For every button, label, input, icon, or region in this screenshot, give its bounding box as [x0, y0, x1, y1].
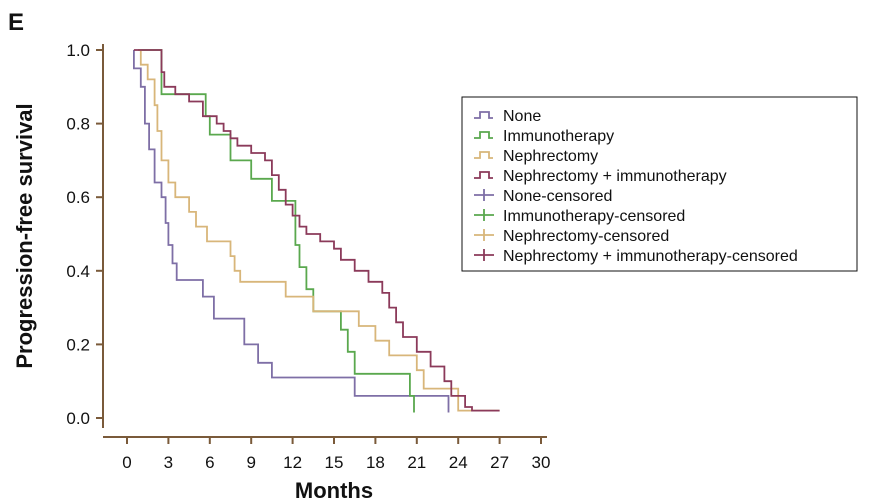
- y-tick-label: 0.8: [66, 115, 90, 134]
- y-tick-label: 1.0: [66, 41, 90, 60]
- legend-item: Nephrectomy-censored: [474, 228, 669, 245]
- panel-label: E: [8, 9, 24, 36]
- y-axis-label: Progression-free survival: [12, 103, 37, 368]
- legend: None Immunotherapy Nephrectomy Nephrectomy …: [461, 96, 858, 272]
- x-tick-label: 12: [283, 453, 302, 472]
- legend-swatch-step: [474, 131, 493, 139]
- x-axis-ticks: 0 3 6 9 12 15 18 21 24 27 30: [122, 437, 550, 472]
- x-tick-label: 24: [449, 453, 468, 472]
- legend-swatch-step: [474, 111, 493, 119]
- legend-swatch-plus: [474, 189, 494, 201]
- legend-item: Nephrectomy + immunotherapy: [474, 168, 727, 185]
- legend-swatch-step: [474, 171, 493, 179]
- plot-area: 0.0 0.2 0.4 0.6 0.8 1.0 0 3 6 9 12 15 18 21 24 27 30: [66, 41, 550, 472]
- legend-item: None: [474, 108, 541, 125]
- series-line-none: [133, 50, 450, 413]
- legend-item: Immunotherapy-censored: [474, 208, 685, 225]
- x-tick-label: 6: [205, 453, 214, 472]
- legend-box: [461, 96, 858, 272]
- y-tick-label: 0.4: [66, 262, 90, 281]
- legend-label: Nephrectomy + immunotherapy: [503, 168, 727, 185]
- legend-swatch-plus: [474, 249, 494, 261]
- legend-swatch-plus: [474, 209, 494, 221]
- x-tick-label: 0: [122, 453, 131, 472]
- legend-label: None: [503, 108, 541, 125]
- series-layer: [133, 49, 500, 413]
- series-line-immunotherapy: [138, 49, 415, 413]
- legend-item: Nephrectomy: [474, 148, 598, 165]
- legend-label: None-censored: [503, 188, 612, 205]
- y-axis-ticks: 0.0 0.2 0.4 0.6 0.8 1.0: [66, 41, 103, 428]
- legend-item: Immunotherapy: [474, 128, 614, 145]
- x-tick-label: 30: [532, 453, 551, 472]
- x-tick-label: 21: [407, 453, 426, 472]
- legend-item: None-censored: [474, 188, 612, 205]
- y-tick-label: 0.2: [66, 335, 90, 354]
- x-tick-label: 3: [164, 453, 173, 472]
- legend-label: Nephrectomy: [503, 148, 598, 165]
- y-tick-label: 0.0: [66, 409, 90, 428]
- y-tick-label: 0.6: [66, 188, 90, 207]
- legend-label: Immunotherapy: [503, 128, 614, 145]
- legend-label: Immunotherapy-censored: [503, 208, 685, 225]
- x-tick-label: 27: [490, 453, 509, 472]
- x-axis-label: Months: [295, 478, 373, 503]
- series-line-nephrectomy-immunotherapy: [133, 49, 500, 412]
- legend-label: Nephrectomy + immunotherapy-censored: [503, 248, 798, 265]
- legend-swatch-plus: [474, 229, 494, 241]
- x-tick-label: 15: [325, 453, 344, 472]
- x-tick-label: 9: [246, 453, 255, 472]
- x-tick-label: 18: [366, 453, 385, 472]
- legend-label: Nephrectomy-censored: [503, 228, 669, 245]
- legend-item: Nephrectomy + immunotherapy-censored: [474, 248, 798, 265]
- series-line-nephrectomy: [138, 49, 500, 412]
- legend-items: None Immunotherapy Nephrectomy Nephrectomy …: [474, 108, 798, 265]
- legend-swatch-step: [474, 151, 493, 159]
